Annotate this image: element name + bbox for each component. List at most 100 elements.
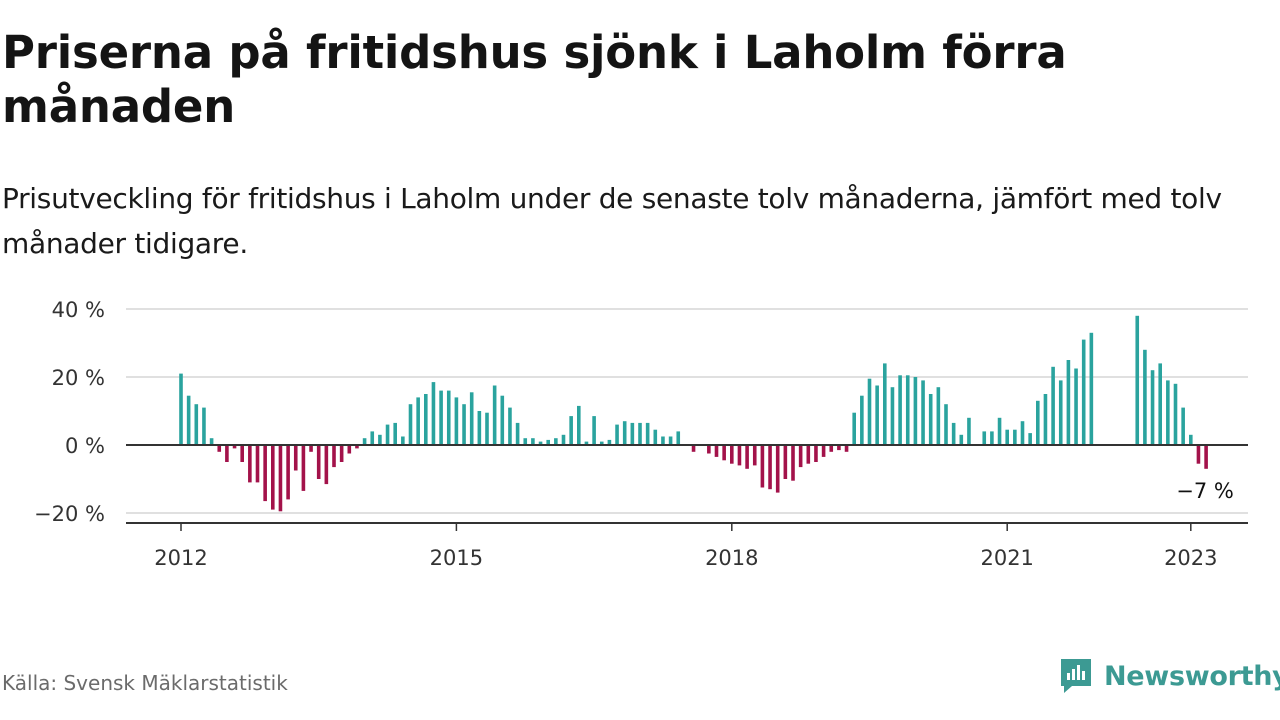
bar-negative [271, 445, 275, 510]
bar-negative [309, 445, 313, 452]
bar-positive [1189, 434, 1193, 445]
bar-negative [745, 445, 749, 469]
bar-negative [240, 445, 244, 462]
bar-positive [1181, 407, 1185, 445]
bar-positive [186, 395, 191, 445]
bar-positive [967, 417, 971, 445]
y-tick-label: 0 % [65, 434, 105, 458]
labels: 40 % 20 % 0 % −20 % 2012 2015 2018 2021 2023 −7 % [34, 298, 1234, 570]
bar-positive [936, 387, 941, 445]
y-tick-label: −20 % [34, 502, 105, 526]
bar-positive [653, 429, 658, 445]
bar-positive [439, 390, 443, 445]
bar-positive [538, 441, 543, 445]
bar-positive [867, 378, 872, 445]
bar-negative [332, 445, 336, 468]
bar-positive [515, 422, 520, 445]
bar-positive [852, 412, 856, 445]
bar-negative [286, 445, 290, 500]
y-tick-label: 20 % [52, 366, 105, 390]
bar-positive [928, 394, 933, 445]
bar-positive [615, 424, 619, 445]
bar-positive [385, 424, 390, 445]
bar-positive [485, 412, 489, 445]
bar-negative [278, 445, 283, 512]
bar-negative [339, 445, 344, 462]
bar-positive [569, 416, 573, 445]
bar-negative [1196, 445, 1201, 464]
last-value-label: −7 % [1176, 479, 1234, 503]
bar-positive [408, 404, 413, 445]
bars [179, 315, 1208, 512]
bar-positive [883, 363, 887, 445]
bar-negative [248, 445, 252, 483]
chart-title: Priserna på fritidshus sjönk i Laholm fö… [2, 26, 1067, 133]
x-tick-label: 2018 [705, 546, 758, 570]
bar-negative [707, 445, 711, 454]
bar-positive [523, 438, 528, 445]
x-tick-label: 2015 [430, 546, 483, 570]
bar-negative [293, 445, 298, 471]
bar-positive [209, 438, 214, 445]
source-note: Källa: Svensk Mäklarstatistik [2, 671, 288, 695]
bar-negative [829, 445, 834, 452]
bar-positive [944, 404, 948, 445]
y-tick-label: 40 % [52, 298, 105, 322]
bar-positive [1036, 400, 1040, 445]
bar-positive [898, 375, 902, 445]
bar-positive [1043, 394, 1048, 445]
bar-negative [232, 445, 237, 449]
bar-positive [890, 387, 895, 445]
bar-negative [798, 445, 803, 468]
bar-positive [202, 407, 206, 445]
bar-negative [783, 445, 788, 479]
bar-positive [997, 417, 1002, 445]
bar-positive [584, 441, 589, 445]
bar-negative [217, 445, 222, 452]
bar-positive [1028, 433, 1032, 445]
bar-positive [959, 434, 964, 445]
bar-positive [362, 438, 367, 445]
bar-positive [905, 375, 910, 445]
bar-negative [730, 445, 734, 464]
bar-negative [814, 445, 818, 462]
bar-negative [255, 445, 260, 483]
newsworthy-logo-icon [1061, 659, 1091, 693]
bar-positive [1051, 366, 1055, 445]
bar-positive [462, 404, 466, 445]
bar-negative [263, 445, 267, 502]
bar-positive [554, 438, 558, 445]
bar-positive [638, 422, 642, 445]
bar-negative [316, 445, 321, 479]
bar-positive [1020, 421, 1025, 445]
bar-negative [768, 445, 772, 490]
bar-positive [469, 392, 474, 445]
bar-positive [577, 405, 581, 445]
bar-negative [1204, 445, 1208, 469]
bar-positive [592, 416, 596, 445]
bar-positive [454, 397, 459, 445]
bar-positive [531, 438, 535, 445]
bar-negative [806, 445, 811, 464]
bar-negative [691, 445, 696, 452]
bar-chart: 40 % 20 % 0 % −20 % 2012 2015 2018 2021 2023 −7 % [34, 298, 1248, 570]
bar-positive [599, 441, 604, 445]
bar-positive [630, 422, 635, 445]
bar-positive [645, 422, 650, 445]
bar-negative [347, 445, 352, 454]
bar-positive [607, 439, 612, 445]
bar-positive [179, 373, 183, 445]
bar-positive [1066, 360, 1071, 445]
x-tick-label: 2012 [154, 546, 207, 570]
bar-positive [921, 380, 925, 445]
bar-positive [875, 385, 879, 445]
bar-negative [301, 445, 306, 491]
bar-negative [722, 445, 726, 461]
bar-positive [561, 434, 566, 445]
bar-positive [1081, 339, 1086, 445]
brand-logo[interactable]: Newsworthy [1058, 655, 1280, 697]
bar-negative [737, 445, 742, 466]
bar-positive [1158, 363, 1162, 445]
bar-negative [324, 445, 329, 485]
bar-positive [1089, 332, 1094, 445]
